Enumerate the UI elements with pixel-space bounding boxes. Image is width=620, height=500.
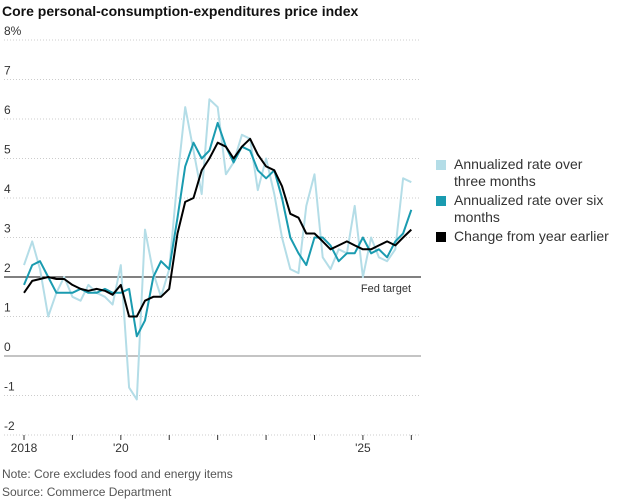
y-tick-label: 2 <box>4 261 11 275</box>
y-tick-label: 7 <box>4 64 11 78</box>
legend-item: Change from year earlier <box>436 228 616 245</box>
legend-swatch <box>436 196 446 206</box>
x-tick-label: '25 <box>355 441 371 455</box>
y-tick-label: 3 <box>4 222 11 236</box>
legend: Annualized rate over three months Annuali… <box>436 156 616 247</box>
legend-swatch <box>436 160 446 170</box>
legend-label: Change from year earlier <box>454 228 609 244</box>
reference-label: Fed target <box>361 283 411 295</box>
legend-item: Annualized rate over three months <box>436 156 616 190</box>
legend-swatch <box>436 232 446 242</box>
legend-item: Annualized rate over six months <box>436 192 616 226</box>
x-tick-label: 2018 <box>11 441 38 455</box>
note: Note: Core excludes food and energy item… <box>2 467 233 481</box>
legend-label: Annualized rate over three months <box>454 156 583 189</box>
y-tick-label: 5 <box>4 143 11 157</box>
source: Source: Commerce Department <box>2 485 172 499</box>
legend-label: Annualized rate over six months <box>454 192 604 225</box>
y-tick-label: 8% <box>4 24 22 38</box>
series-line <box>23 121 413 338</box>
y-tick-label: 1 <box>4 301 11 315</box>
y-tick-label: 4 <box>4 182 11 196</box>
y-tick-label: -2 <box>4 419 15 433</box>
y-tick-label: 0 <box>4 340 11 354</box>
chart-title: Core personal-consumption-expenditures p… <box>2 3 359 19</box>
y-tick-label: 6 <box>4 103 11 117</box>
series-line <box>23 137 412 318</box>
y-tick-label: -1 <box>4 380 15 394</box>
x-tick-label: '20 <box>113 441 129 455</box>
